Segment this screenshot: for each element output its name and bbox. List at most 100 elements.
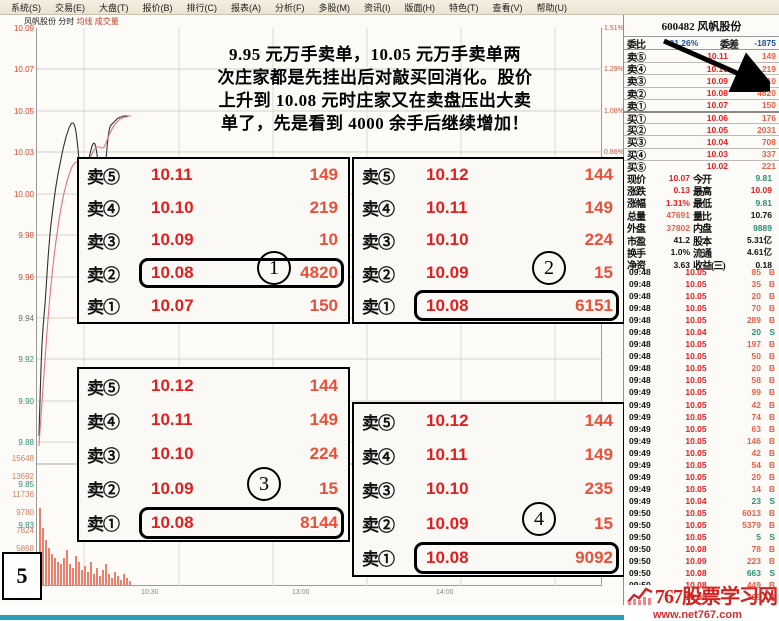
chart-title-stock: 风帆股份 [24, 17, 56, 26]
tick-row[interactable]: 09:48 10.05 197 B [624, 338, 779, 350]
tick-time: 09:50 [629, 544, 651, 555]
tick-list[interactable]: 09:48 10.05 85 B 09:48 10.05 35 B 09:48 10.05 20 B 0… [624, 266, 779, 603]
stat-label-left: 涨幅 [627, 199, 646, 211]
price-tick-8: 9.92 [18, 355, 34, 364]
weibi-row: 委比 -21.26% 委差 -1875 [624, 37, 779, 51]
menu-item-3[interactable]: 报价(B) [142, 2, 173, 13]
orderbook-price: 10.11 [426, 445, 468, 465]
quote-book-row[interactable]: 卖③ 10.09 10 [624, 74, 779, 88]
tick-row[interactable]: 09:50 10.09 223 B [624, 555, 779, 567]
orderbook-level-label: 卖④ [362, 200, 395, 220]
orderbook-level-label: 卖④ [87, 412, 120, 432]
annotation-line-2: 次庄家都是先挂出后对敲买回消化。股价 [217, 68, 533, 87]
stat-value-right: 9.81 [755, 173, 772, 184]
orderbook-price: 10.11 [151, 410, 193, 430]
tick-row[interactable]: 09:49 10.05 20 B [624, 471, 779, 483]
orderbook-level-label: 卖⑤ [87, 378, 120, 398]
intraday-chart-panel[interactable]: 风帆股份 分时 均线 成交量 10.09 10.07 10.05 10.03 10.00… [0, 15, 625, 605]
menu-item-8[interactable]: 资讯(I) [364, 2, 391, 13]
orderbook-volume: 15 [594, 263, 613, 283]
menu-item-0[interactable]: 系统(S) [11, 2, 41, 13]
menu-item-6[interactable]: 分析(F) [275, 2, 305, 13]
chart-title-volume: 成交量 [94, 17, 119, 26]
orderbook-price: 10.10 [151, 444, 194, 464]
quote-book-row[interactable]: 买④ 10.03 337 [624, 147, 779, 162]
tick-time: 09:48 [629, 315, 651, 326]
quote-book-row[interactable]: 买⑤ 10.02 221 [624, 159, 779, 174]
tick-row[interactable]: 09:49 10.05 14 B [624, 483, 779, 495]
orderbook-price: 10.12 [426, 165, 469, 185]
stat-value-left: 3.63 [673, 259, 690, 270]
stat-value-right: 10.76 [750, 210, 772, 221]
tick-row[interactable]: 09:48 10.05 85 B [624, 266, 779, 278]
tick-time: 09:49 [629, 387, 651, 398]
tick-row[interactable]: 09:49 10.04 23 S [624, 495, 779, 507]
inset-marker-1: 1 [257, 251, 291, 285]
tick-side: B [768, 399, 775, 410]
tick-row[interactable]: 09:48 10.05 35 B [624, 278, 779, 290]
tick-row[interactable]: 09:48 10.05 58 B [624, 374, 779, 386]
price-tick-11: 9.85 [18, 480, 34, 489]
menu-item-9[interactable]: 版面(H) [404, 2, 436, 13]
tick-price: 10.05 [685, 483, 707, 494]
logo-url: www.net767.com [653, 609, 742, 621]
menu-item-1[interactable]: 交易(E) [55, 2, 85, 13]
orderbook-level-label: 卖② [87, 481, 120, 501]
orderbook-row: 卖⑤ 10.12 144 [354, 404, 623, 438]
stat-label-left: 净资 [627, 261, 646, 273]
tick-row[interactable]: 09:48 10.04 20 S [624, 326, 779, 338]
tick-row[interactable]: 09:48 10.05 289 B [624, 314, 779, 326]
time-tick-0: 10:30 [141, 589, 159, 596]
quote-book-row[interactable]: 卖② 10.08 4820 [624, 86, 779, 101]
weicha-label: 委差 [720, 39, 739, 51]
tick-row[interactable]: 09:48 10.05 20 B [624, 290, 779, 302]
tick-row[interactable]: 09:50 10.05 5379 B [624, 519, 779, 531]
weibi-value: -21.26% [666, 38, 699, 48]
tick-price: 10.05 [685, 423, 707, 434]
tick-volume: 20 [751, 471, 761, 482]
time-tick-1: 13:00 [292, 589, 310, 596]
orderbook-price: 10.09 [426, 513, 469, 533]
tick-volume: 42 [751, 399, 761, 410]
orderbook-price: 10.08 [151, 263, 194, 283]
tick-row[interactable]: 09:49 10.05 99 B [624, 386, 779, 398]
quote-book-row[interactable]: 买① 10.06 176 [624, 110, 779, 126]
quote-panel[interactable]: 600482 风帆股份 委比 -21.26% 委差 -1875 卖⑤ 10.11 1… [624, 15, 779, 605]
orderbook-volume: 144 [584, 411, 613, 431]
tick-row[interactable]: 09:49 10.05 54 B [624, 459, 779, 471]
quote-book-row[interactable]: 买② 10.05 2031 [624, 123, 779, 137]
orderbook-level-label: 卖③ [362, 232, 395, 252]
orderbook-level-label: 卖② [362, 516, 395, 536]
tick-row[interactable]: 09:49 10.05 74 B [624, 411, 779, 423]
tick-row[interactable]: 09:50 10.08 78 B [624, 543, 779, 555]
tick-row[interactable]: 09:48 10.05 70 B [624, 302, 779, 314]
tick-volume: 146 [746, 435, 761, 446]
menu-item-10[interactable]: 特色(T) [449, 2, 479, 13]
tick-row[interactable]: 09:50 10.05 5 S [624, 531, 779, 543]
tick-row[interactable]: 09:49 10.05 63 B [624, 423, 779, 435]
menu-item-4[interactable]: 排行(C) [186, 2, 218, 13]
stat-value-left: 0.13 [673, 185, 690, 196]
tick-volume: 58 [751, 375, 761, 386]
menu-item-11[interactable]: 查看(V) [492, 2, 523, 13]
orderbook-row: 卖④ 10.11 149 [79, 403, 348, 437]
tick-row[interactable]: 09:48 10.05 50 B [624, 350, 779, 362]
tick-row[interactable]: 09:50 10.05 6013 B [624, 507, 779, 519]
tick-volume: 35 [751, 279, 761, 290]
quote-level-label: 买① [627, 114, 646, 126]
tick-price: 10.05 [685, 387, 707, 398]
quote-book-row[interactable]: 买③ 10.04 708 [624, 135, 779, 149]
menu-item-12[interactable]: 帮助(U) [536, 2, 568, 13]
menu-item-5[interactable]: 报表(A) [231, 2, 261, 13]
stock-header: 600482 风帆股份 [624, 15, 779, 37]
tick-row[interactable]: 09:48 10.05 20 B [624, 362, 779, 374]
tick-row[interactable]: 09:50 10.08 663 S [624, 567, 779, 579]
menu-item-2[interactable]: 大盘(T) [99, 2, 129, 13]
orderbook-row: 卖① 10.08 8144 [79, 506, 348, 540]
tick-row[interactable]: 09:49 10.05 146 B [624, 435, 779, 447]
tick-row[interactable]: 09:49 10.05 42 B [624, 399, 779, 411]
tick-row[interactable]: 09:49 10.05 42 B [624, 447, 779, 459]
menu-item-7[interactable]: 多股(M) [318, 2, 351, 13]
orderbook-level-label: 卖③ [87, 232, 120, 252]
quote-book-row[interactable]: 卖① 10.07 150 [624, 98, 779, 113]
